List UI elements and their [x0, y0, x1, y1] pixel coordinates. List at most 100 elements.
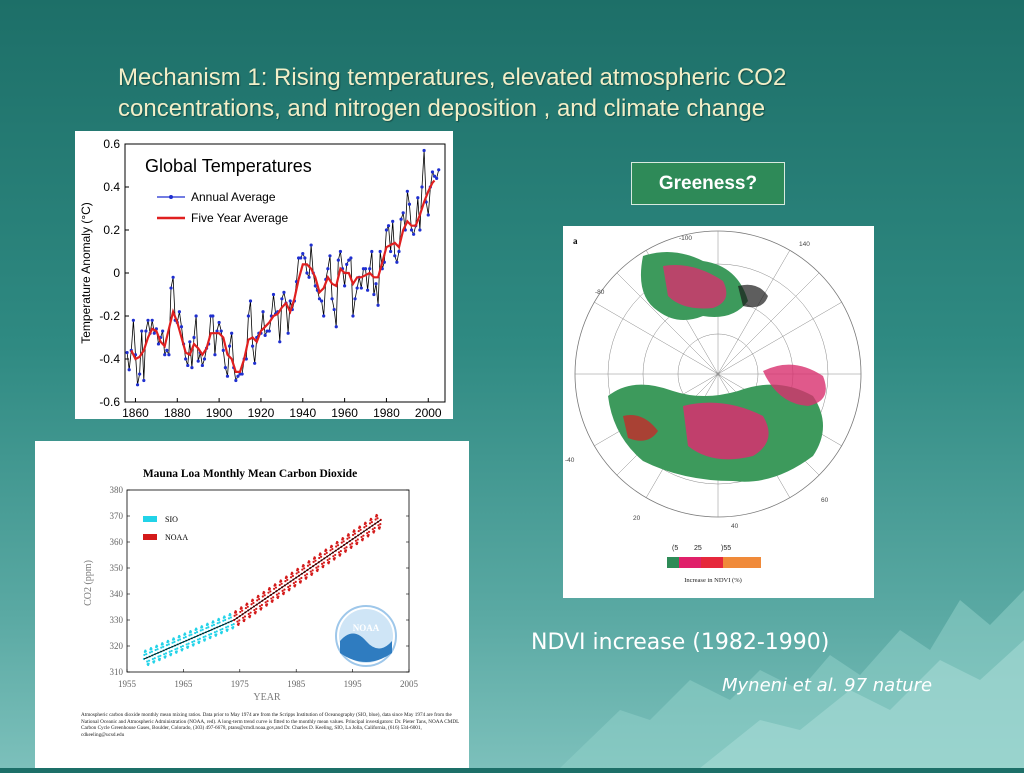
co2-point-noaa — [340, 541, 343, 544]
annual-average-point — [146, 318, 150, 322]
annual-average-point — [372, 292, 376, 297]
co2-point-noaa — [288, 584, 292, 587]
co2-point-noaa — [254, 610, 257, 614]
co2-point-sio — [232, 626, 235, 629]
annual-average-point — [263, 333, 267, 337]
annual-average-point — [194, 314, 198, 318]
annual-average-point — [213, 353, 217, 357]
co2-point-noaa — [311, 572, 314, 575]
co2-point-noaa — [323, 553, 326, 556]
legend-five-year-label: Five Year Average — [191, 211, 289, 225]
co2-point-noaa — [233, 614, 236, 617]
annual-average-point — [317, 297, 322, 301]
co2-point-noaa — [251, 599, 255, 602]
co2-point-noaa — [267, 591, 270, 594]
co2-point-noaa — [335, 545, 338, 548]
ndvi-legend: (5 25 )55 Increase in NDVI (%) — [667, 545, 761, 584]
co2-point-sio — [222, 619, 225, 622]
x-tick-label: 1940 — [289, 406, 316, 419]
annual-average-point — [363, 267, 368, 271]
y-tick-label: 370 — [110, 511, 124, 521]
annual-average-point — [248, 299, 253, 303]
co2-point-sio — [146, 660, 149, 663]
co2-point-noaa — [273, 587, 276, 590]
annual-average-point — [378, 249, 382, 254]
annual-average-point — [184, 357, 188, 361]
co2-point-noaa — [308, 560, 311, 564]
co2-point-noaa — [364, 522, 367, 525]
co2-point-noaa — [244, 606, 248, 610]
annual-average-point — [211, 314, 215, 318]
co2-point-sio — [143, 653, 146, 656]
svg-text:60: 60 — [821, 497, 829, 504]
co2-point-noaa — [294, 583, 297, 587]
co2-point-noaa — [255, 607, 258, 610]
global-temperatures-svg: Global Temperatures Annual Average Five … — [79, 137, 446, 420]
annual-average-point — [169, 286, 173, 290]
co2-point-noaa — [249, 611, 252, 614]
co2-point-noaa — [260, 607, 263, 610]
co2-point-sio — [229, 613, 232, 616]
co2-point-sio — [190, 633, 193, 636]
co2-point-sio — [185, 643, 188, 646]
co2-point-sio — [156, 648, 159, 651]
co2-point-noaa — [306, 564, 310, 567]
co2-point-noaa — [291, 572, 294, 575]
annual-average-point — [313, 284, 317, 288]
annual-average-point — [407, 202, 412, 206]
co2-point-noaa — [241, 609, 244, 612]
co2-point-sio — [181, 644, 185, 648]
annual-average-point — [336, 258, 340, 262]
legend-tick-25: 25 — [694, 545, 702, 552]
annual-average-point — [359, 286, 363, 290]
co2-point-sio — [213, 631, 216, 634]
five-year-average-line — [130, 179, 436, 373]
co2-point-noaa — [303, 567, 306, 570]
co2-point-sio — [210, 632, 213, 635]
meridian-labels: -100 140 -80 -40 20 40 60 — [565, 235, 829, 530]
co2-point-sio — [158, 657, 161, 660]
legend: Annual Average Five Year Average — [157, 190, 289, 225]
co2-point-noaa — [287, 585, 290, 589]
co2-point-noaa — [252, 601, 255, 605]
annual-average-point — [435, 176, 439, 180]
legend-noaa-label: NOAA — [165, 533, 188, 542]
vegetation-regions — [608, 252, 826, 482]
legend-title: Increase in NDVI (%) — [684, 577, 742, 584]
co2-point-noaa — [339, 553, 342, 556]
y-tick-label: 350 — [110, 563, 124, 573]
co2-point-noaa — [319, 553, 322, 556]
co2-point-sio — [215, 630, 218, 633]
co2-point-noaa — [241, 616, 245, 619]
annual-average-point — [347, 258, 351, 262]
co2-point-sio — [170, 652, 173, 656]
annual-average-point — [305, 271, 309, 275]
svg-text:-40: -40 — [565, 457, 575, 464]
co2-point-noaa — [280, 580, 283, 583]
co2-point-sio — [209, 635, 212, 639]
annual-average-point — [355, 286, 359, 290]
trend-line-noaa — [233, 519, 382, 621]
co2-point-sio — [172, 638, 176, 641]
co2-point-sio — [216, 622, 219, 625]
plot-frame — [124, 143, 446, 403]
co2-point-noaa — [268, 587, 271, 590]
mauna-loa-co2-svg: Mauna Loa Monthly Mean Carbon Dioxide SI… — [81, 468, 459, 738]
co2-point-noaa — [275, 593, 279, 596]
x-tick-labels: 1860 1880 1900 1920 1940 1960 1980 2000 — [122, 398, 442, 420]
co2-point-noaa — [236, 620, 239, 623]
annual-average-point — [188, 340, 192, 344]
co2-point-noaa — [334, 553, 337, 557]
co2-point-noaa — [375, 514, 379, 517]
co2-point-noaa — [266, 600, 269, 603]
annual-average-point — [288, 299, 292, 303]
co2-point-sio — [181, 647, 184, 651]
co2-point-noaa — [337, 551, 341, 554]
co2-point-noaa — [345, 546, 348, 549]
annual-average-point — [135, 383, 140, 387]
annual-average-point — [230, 331, 234, 335]
title-line-1: Mechanism 1: Rising temperatures, elevat… — [118, 64, 787, 91]
co2-point-sio — [208, 633, 211, 636]
annual-average-point — [227, 344, 232, 348]
co2-point-sio — [164, 652, 168, 655]
